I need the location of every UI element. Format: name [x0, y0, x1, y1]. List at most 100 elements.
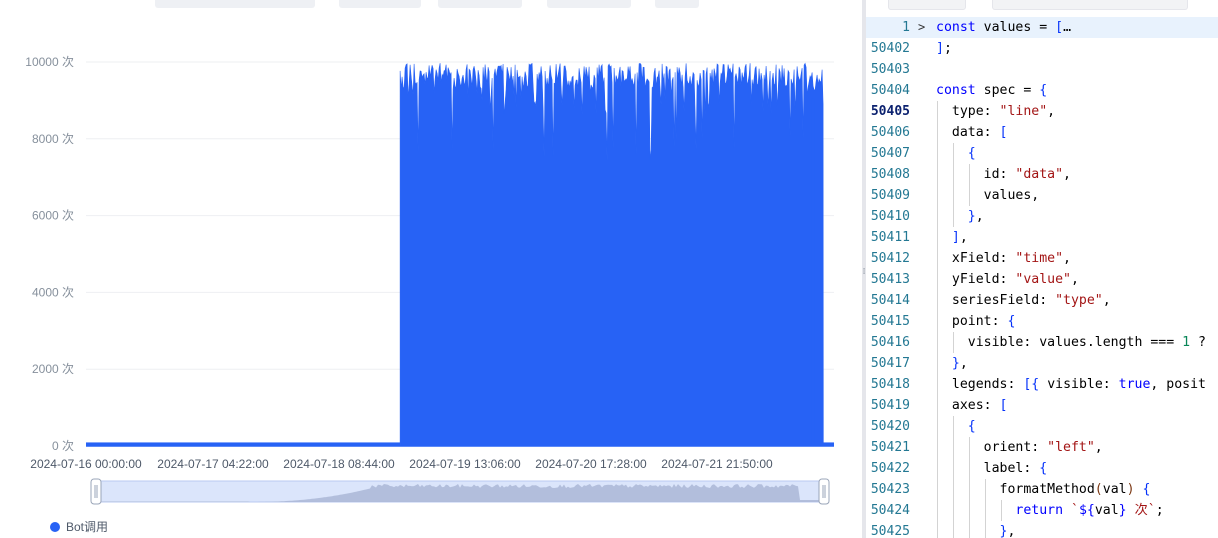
chart: 0 次 2000 次 4000 次 6000 次 8000 次 10000 次 2024-…	[25, 55, 834, 534]
code-text: },	[967, 209, 984, 224]
code-line[interactable]: 50406 data: [	[866, 122, 1218, 143]
legend-marker-icon[interactable]	[50, 522, 60, 532]
indent-guide	[937, 437, 938, 458]
code-text: values,	[936, 188, 1040, 203]
code-line[interactable]: 50425 },	[866, 521, 1218, 538]
code-line[interactable]: 50404 const spec = {	[866, 80, 1218, 101]
x-tick-label: 2024-07-18 08:44:00	[283, 457, 395, 471]
code-line[interactable]: 50408 id: "data",	[866, 164, 1218, 185]
code-editor[interactable]: 1 > const values = [… 50402]; 50403 50404 cons…	[866, 0, 1218, 538]
code-text: legends: [{ visible: true, posit	[936, 377, 1206, 392]
code-line[interactable]: 50420 {	[866, 416, 1218, 437]
code-line[interactable]: 50418 legends: [{ visible: true, posit	[866, 374, 1218, 395]
code-line[interactable]: 50423 formatMethod(val) {	[866, 479, 1218, 500]
indent-guide	[953, 521, 954, 538]
code-line[interactable]: 50419 axes: [	[866, 395, 1218, 416]
code-line[interactable]: 50409 values,	[866, 185, 1218, 206]
line-number: 50424	[870, 503, 910, 518]
code-line[interactable]: 50416 visible: values.length === 1 ?	[866, 332, 1218, 353]
code-text: },	[999, 524, 1016, 538]
datazoom-slider[interactable]	[90, 478, 830, 505]
code-line[interactable]: 50415 point: {	[866, 311, 1218, 332]
fold-chevron-icon[interactable]: >	[918, 20, 926, 34]
code-text: const values = […	[936, 20, 1072, 35]
x-tick-label: 2024-07-21 21:50:00	[661, 457, 773, 471]
code-text: xField: "time",	[936, 251, 1071, 266]
code-text: ],	[951, 230, 968, 245]
code-line[interactable]: 50424 return `${val} 次`;	[866, 500, 1218, 521]
code-line[interactable]: 1 > const values = […	[866, 17, 1218, 38]
code-line[interactable]: 50414 seriesField: "type",	[866, 290, 1218, 311]
code-line[interactable]: 50412 xField: "time",	[866, 248, 1218, 269]
code-line[interactable]: 50410 },	[866, 206, 1218, 227]
filter-select-2[interactable]	[547, 0, 631, 8]
x-axis: 2024-07-16 00:00:00 2024-07-17 04:22:00 20…	[30, 445, 834, 471]
line-number: 50418	[870, 377, 910, 392]
editor-tab-2[interactable]	[992, 0, 1188, 10]
code-line[interactable]: 50422 label: {	[866, 458, 1218, 479]
code-line[interactable]: 50402];	[866, 38, 1218, 59]
line-number: 50408	[870, 167, 910, 182]
code-text: label: {	[936, 461, 1048, 476]
legend[interactable]: Bot调用	[50, 520, 108, 534]
code-line[interactable]: 50407 {	[866, 143, 1218, 164]
line-number: 50414	[870, 293, 910, 308]
indent-guide	[969, 437, 970, 458]
code-line[interactable]: 50403	[866, 59, 1218, 80]
indent-guide	[953, 143, 954, 164]
code-text: yField: "value",	[936, 272, 1079, 287]
bar-high-segment	[399, 62, 824, 447]
indent-guide	[969, 458, 970, 479]
filter-select-1[interactable]	[155, 0, 315, 8]
drag-handle-icon[interactable]: ⁞	[862, 267, 866, 277]
indent-guide	[969, 164, 970, 185]
line-number: 50403	[870, 62, 910, 77]
refresh-button[interactable]	[655, 0, 699, 8]
indent-guide	[937, 248, 938, 269]
pane-divider[interactable]	[862, 0, 866, 538]
chart-panel: 0 次 2000 次 4000 次 6000 次 8000 次 10000 次 2024-…	[25, 0, 834, 534]
code-text: },	[951, 356, 968, 371]
indent-guide	[969, 479, 970, 500]
indent-guide	[937, 227, 938, 248]
date-start-input[interactable]	[339, 0, 421, 8]
code-text: point: {	[936, 314, 1016, 329]
series-bot-calls	[86, 62, 834, 447]
indent-guide	[969, 185, 970, 206]
line-number: 50407	[870, 146, 910, 161]
y-tick-label: 4000 次	[32, 285, 74, 299]
indent-guide	[937, 395, 938, 416]
line-number: 50405	[870, 104, 910, 119]
datazoom-start-handle[interactable]	[90, 478, 102, 505]
indent-guide	[985, 479, 986, 500]
code-lines: 1 > const values = [… 50402]; 50403 50404 cons…	[866, 17, 1218, 538]
date-end-input[interactable]	[438, 0, 522, 8]
code-text: type: "line",	[936, 104, 1056, 119]
line-number: 50402	[870, 41, 910, 56]
line-number: 50420	[870, 419, 910, 434]
code-text: axes: [	[936, 398, 1008, 413]
line-number: 50425	[870, 524, 910, 538]
editor-tab-1[interactable]	[888, 0, 966, 10]
code-line[interactable]: 50417 },	[866, 353, 1218, 374]
code-line[interactable]: 50405 type: "line",	[866, 101, 1218, 122]
x-tick-label: 2024-07-16 00:00:00	[30, 457, 142, 471]
datazoom-end-handle[interactable]	[818, 478, 830, 505]
indent-guide	[1001, 500, 1002, 521]
code-line[interactable]: 50411 ],	[866, 227, 1218, 248]
indent-guide	[953, 206, 954, 227]
indent-guide	[937, 290, 938, 311]
code-line[interactable]: 50421 orient: "left",	[866, 437, 1218, 458]
line-number: 50416	[870, 335, 910, 350]
line-number: 50421	[870, 440, 910, 455]
code-line[interactable]: 50413 yField: "value",	[866, 269, 1218, 290]
line-number: 50419	[870, 398, 910, 413]
indent-guide	[953, 332, 954, 353]
y-tick-label: 8000 次	[32, 132, 74, 146]
indent-guide	[953, 479, 954, 500]
line-number: 50406	[870, 125, 910, 140]
legend-label[interactable]: Bot调用	[66, 520, 108, 534]
indent-guide	[937, 374, 938, 395]
y-tick-label: 2000 次	[32, 362, 74, 376]
indent-guide	[937, 143, 938, 164]
